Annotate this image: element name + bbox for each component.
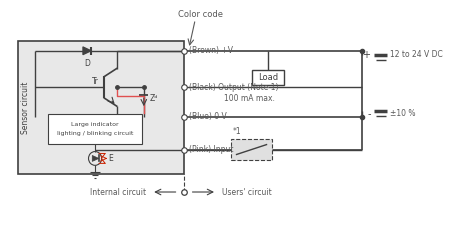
Bar	[18, 41, 184, 174]
Text: Large indicator: Large indicator	[71, 122, 119, 127]
Text: 100 mA max.: 100 mA max.	[225, 94, 275, 103]
Text: *1: *1	[233, 127, 241, 136]
Text: (Black) Output (Note 1): (Black) Output (Note 1)	[189, 83, 278, 92]
Text: E: E	[108, 154, 113, 163]
Bar	[252, 70, 284, 85]
Text: Zᵈ: Zᵈ	[149, 94, 158, 103]
Text: +: +	[363, 50, 370, 60]
Text: (Pink) Input: (Pink) Input	[189, 145, 233, 154]
Text: Users' circuit: Users' circuit	[221, 187, 271, 196]
Text: Color code: Color code	[179, 10, 224, 19]
Text: Tr: Tr	[92, 77, 99, 86]
Text: -: -	[367, 109, 370, 119]
Text: 12 to 24 V DC: 12 to 24 V DC	[390, 50, 443, 59]
Text: Sensor circuit: Sensor circuit	[21, 81, 30, 134]
Text: (Blue) 0 V: (Blue) 0 V	[189, 112, 226, 122]
Text: D: D	[85, 59, 90, 68]
Text: ±10 %: ±10 %	[390, 110, 416, 119]
Polygon shape	[92, 155, 99, 161]
Text: (Brown) +V: (Brown) +V	[189, 46, 233, 55]
Bar	[48, 114, 142, 144]
Text: Internal circuit: Internal circuit	[90, 187, 147, 196]
Text: lighting / blinking circuit: lighting / blinking circuit	[57, 131, 133, 136]
Bar	[231, 139, 272, 160]
Text: Load: Load	[258, 73, 279, 82]
Polygon shape	[83, 47, 91, 55]
